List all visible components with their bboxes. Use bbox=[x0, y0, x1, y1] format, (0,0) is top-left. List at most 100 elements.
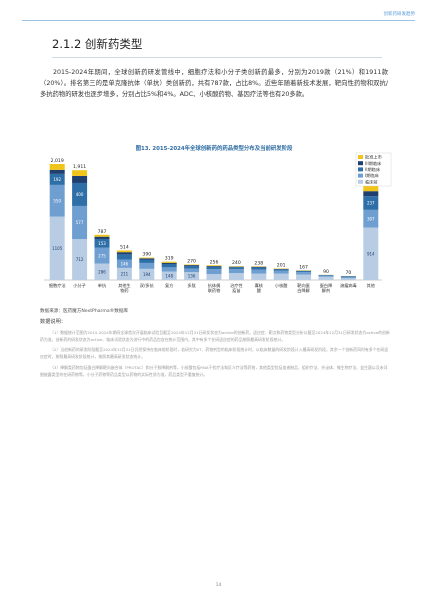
bar-segment bbox=[161, 262, 177, 264]
bar-segment bbox=[184, 268, 200, 273]
segment-label: 286 bbox=[98, 269, 106, 274]
segment-label: 1105 bbox=[52, 246, 63, 251]
bar-total-label: 90 bbox=[323, 269, 329, 275]
category-label: 其他生 bbox=[118, 282, 131, 289]
bar-total-label: 2,019 bbox=[51, 158, 64, 164]
data-source: 数据来源：医药魔方NextPharma®数据库 bbox=[40, 309, 129, 314]
bar-total-label: 201 bbox=[277, 262, 286, 268]
category-label: 单抗 bbox=[98, 282, 107, 289]
bar-segment bbox=[363, 196, 379, 210]
bar-segment bbox=[94, 234, 110, 237]
category-label: 联药物 bbox=[208, 287, 221, 294]
bar-segment bbox=[161, 267, 177, 272]
bar-segment bbox=[206, 269, 222, 275]
bar-segment bbox=[363, 209, 379, 228]
header-tag: 创新药研发趋势 bbox=[383, 12, 416, 17]
note-item: （2）当创新药的研发阶段截至2024年12月31日仍然保持在临床前阶段时，若研究… bbox=[40, 347, 389, 360]
bar-segment bbox=[161, 271, 177, 280]
notes-heading: 数据说明： bbox=[40, 319, 66, 325]
bar-segment bbox=[206, 266, 222, 270]
bar-total-label: 390 bbox=[142, 252, 151, 258]
bar-segment bbox=[116, 267, 132, 280]
category-label: 物药 bbox=[120, 287, 128, 294]
segment-label: 146 bbox=[121, 261, 129, 266]
bar-segment bbox=[251, 269, 267, 274]
bar-segment bbox=[184, 265, 200, 269]
segment-label: 211 bbox=[121, 272, 129, 277]
bar-total-label: 256 bbox=[210, 259, 219, 265]
category-label: 酸 bbox=[257, 287, 262, 294]
bar-segment bbox=[161, 261, 177, 263]
bar-total-label: 514 bbox=[120, 244, 129, 250]
legend-swatch bbox=[358, 173, 363, 178]
bar-segment bbox=[273, 270, 289, 274]
legend-label: III期临床 bbox=[365, 160, 382, 167]
bar-segment bbox=[228, 267, 244, 270]
bar-segment bbox=[228, 273, 244, 280]
bar-segment bbox=[49, 169, 65, 174]
bar-segment bbox=[49, 164, 65, 170]
bar-segment bbox=[363, 227, 379, 280]
bar-segment bbox=[94, 236, 110, 239]
bar-segment bbox=[251, 266, 267, 268]
bar-segment bbox=[49, 173, 65, 185]
bar-segment bbox=[116, 252, 132, 255]
legend-label: II期临床 bbox=[365, 166, 381, 173]
bar-segment bbox=[340, 278, 356, 280]
page-number: 14 bbox=[215, 583, 222, 588]
segment-label: 148 bbox=[165, 273, 173, 278]
segment-label: 192 bbox=[53, 177, 61, 182]
bar-segment bbox=[139, 268, 155, 280]
bar-segment bbox=[72, 175, 88, 183]
legend-swatch bbox=[358, 155, 363, 159]
bar-segment bbox=[363, 185, 379, 192]
bar-segment bbox=[139, 258, 155, 260]
segment-label: 136 bbox=[188, 274, 196, 279]
bar-segment bbox=[94, 238, 110, 248]
bar-segment bbox=[184, 265, 200, 266]
bar-segment bbox=[228, 266, 244, 268]
category-label: 蛋白降 bbox=[320, 282, 333, 289]
segment-label: 275 bbox=[98, 253, 106, 258]
category-label: 多肽 bbox=[187, 282, 196, 289]
bar-segment bbox=[206, 265, 222, 267]
bar-segment bbox=[296, 272, 312, 275]
category-label: 白降解 bbox=[297, 287, 310, 294]
bar-total-label: 167 bbox=[299, 264, 308, 270]
bar-total-label: 238 bbox=[254, 260, 263, 266]
bar-segment bbox=[116, 259, 132, 268]
category-label: 细胞疗法 bbox=[49, 282, 66, 289]
bar-segment bbox=[340, 276, 356, 279]
bar-segment bbox=[49, 216, 65, 280]
segment-label: 307 bbox=[367, 216, 375, 221]
bar-segment bbox=[296, 271, 312, 273]
legend-swatch bbox=[358, 167, 363, 172]
bar-segment bbox=[72, 170, 88, 176]
bar-segment bbox=[340, 276, 356, 277]
category-label: 其他 bbox=[367, 282, 376, 289]
category-label: 抗体偶 bbox=[208, 282, 221, 289]
bar-segment bbox=[273, 269, 289, 271]
bar-segment bbox=[116, 250, 132, 253]
bar-segment bbox=[363, 191, 379, 197]
legend-label: I期临床 bbox=[365, 172, 380, 179]
figure-caption: 图13. 2015-2024年全球创新药的药品类型分布及当前研发阶段 bbox=[135, 146, 293, 152]
bar-total-label: 70 bbox=[345, 270, 351, 276]
bar-segment bbox=[72, 239, 88, 280]
bar-segment bbox=[72, 205, 88, 240]
legend-label: 临床前 bbox=[365, 178, 378, 185]
bar-segment bbox=[161, 263, 177, 268]
category-label: 寡核 bbox=[255, 282, 264, 289]
bar-segment bbox=[94, 247, 110, 264]
bar-segment bbox=[139, 262, 155, 269]
segment-label: 153 bbox=[98, 241, 106, 246]
bar-total-label: 319 bbox=[165, 256, 174, 262]
category-label: 溶瘤病毒 bbox=[340, 282, 357, 289]
bar-segment bbox=[318, 275, 334, 277]
category-label: 疫苗 bbox=[232, 287, 240, 294]
bar-total-label: 270 bbox=[187, 258, 196, 264]
bar-segment bbox=[251, 273, 267, 280]
bar-segment bbox=[318, 275, 334, 276]
section-title: 2.1.2 创新药类型 bbox=[52, 37, 143, 51]
bar-segment bbox=[139, 259, 155, 263]
